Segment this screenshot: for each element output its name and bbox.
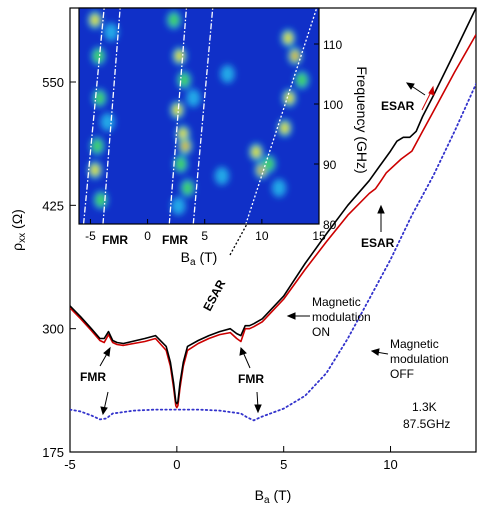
inset-fmr-guide-0: [82, 8, 105, 224]
heatmap-hotspot-23: [287, 47, 303, 65]
mod-on-line-2: modulation: [312, 310, 371, 324]
heatmap-hotspot-16: [171, 197, 186, 215]
heatmap-hotspot-9: [172, 47, 187, 65]
heatmap-hotspot-3: [90, 137, 105, 155]
mod-off-line-2: modulation: [390, 352, 449, 366]
inset-y-tick-label-3: 110: [323, 38, 342, 52]
heatmap-hotspot-14: [173, 155, 188, 173]
main-y-tick-label-2: 425: [42, 198, 64, 213]
series-line-on-up: [70, 34, 476, 409]
heatmap-hotspot-5: [93, 191, 108, 209]
inset-fmr-guide-1: [102, 8, 121, 224]
heatmap-hotspot-0: [87, 11, 103, 29]
series-line-off: [70, 83, 476, 422]
mod-off-line-3: OFF: [390, 367, 414, 381]
main-x-axis-title: Ba (T): [255, 487, 292, 506]
inset-hotspots: [87, 11, 310, 215]
fmr-label-left: FMR: [80, 370, 106, 384]
inset-y-axis-title: Frequency (GHz): [354, 66, 370, 173]
heatmap-hotspot-18: [248, 143, 264, 161]
heatmap-hotspot-21: [277, 119, 292, 137]
series-line-on-down: [70, 8, 476, 405]
esar-label-inset: ESAR: [200, 277, 228, 313]
heatmap-hotspot-11: [170, 101, 185, 119]
main-x-tick-label-1: 0: [173, 457, 180, 472]
inset-x-tick-label-1: 0: [144, 229, 151, 243]
main-x-tick-label-0: -5: [64, 457, 76, 472]
fmr-label-right: FMR: [238, 372, 264, 386]
inset-y-tick-label-0: 80: [323, 218, 337, 232]
main-x-tick-label-2: 5: [280, 457, 287, 472]
heatmap-hotspot-27: [220, 65, 235, 83]
mod-off-line-1: Magnetic: [390, 337, 439, 351]
esar-label-top: ESAR: [381, 99, 415, 113]
inset-x-tick-label-2: 5: [201, 229, 208, 243]
inset-x-axis-title: Ba (T): [181, 249, 218, 268]
main-y-tick-label-0: 175: [42, 445, 64, 460]
heatmap-hotspot-17: [186, 89, 201, 107]
heatmap-hotspot-28: [214, 167, 230, 185]
heatmap-hotspot-10: [176, 71, 192, 89]
main-y-tick-label-1: 300: [42, 322, 64, 337]
inset-fmr-label-left: FMR: [102, 233, 128, 247]
inset-x-tick-label-3: 10: [255, 229, 269, 243]
heatmap-hotspot-25: [294, 71, 310, 89]
condition-temperature: 1.3K: [412, 400, 437, 414]
inset-fmr-guide-3: [192, 8, 214, 224]
main-y-axis-title: ρxx (Ω): [9, 209, 28, 251]
main-axis-ticks: -5 0 5 10 175 300 425 550: [42, 75, 397, 472]
inset-guide-lines: [82, 8, 318, 224]
inset-x-tick-label-0: -5: [85, 229, 96, 243]
heatmap-hotspot-15: [180, 179, 195, 197]
main-series-group: [70, 8, 476, 422]
esar-dotted-connector: [229, 223, 248, 256]
mod-on-line-3: ON: [312, 325, 330, 339]
mod-on-line-1: Magnetic: [312, 295, 361, 309]
heatmap-hotspot-6: [100, 113, 115, 131]
annotation-arrows: [99, 82, 435, 416]
main-y-tick-label-3: 550: [42, 75, 64, 90]
inset-y-tick-label-1: 90: [323, 158, 337, 172]
heatmap-hotspot-1: [91, 47, 106, 65]
heatmap-hotspot-7: [103, 23, 119, 41]
condition-frequency: 87.5GHz: [403, 417, 450, 431]
heatmap-hotspot-26: [271, 179, 287, 197]
esar-label-mid: ESAR: [361, 236, 395, 250]
inset-fmr-guide-2: [168, 8, 188, 224]
main-annotations: ESAR ESAR FMR FMR Magnetic modulation ON…: [80, 82, 450, 431]
heatmap-hotspot-24: [280, 29, 296, 47]
inset-esar-guide: [245, 8, 318, 224]
heatmap-hotspot-22: [282, 89, 297, 107]
heatmap-hotspot-20: [261, 155, 276, 173]
heatmap-hotspot-13: [178, 137, 193, 155]
heatmap-hotspot-4: [87, 161, 103, 179]
main-x-tick-label-3: 10: [383, 457, 397, 472]
heatmap-hotspot-8: [166, 11, 182, 29]
inset-x-tick-label-4: 15: [312, 229, 326, 243]
inset-y-tick-label-2: 100: [323, 98, 343, 112]
inset-fmr-label-right: FMR: [162, 233, 188, 247]
inset-frame: [78, 7, 320, 225]
